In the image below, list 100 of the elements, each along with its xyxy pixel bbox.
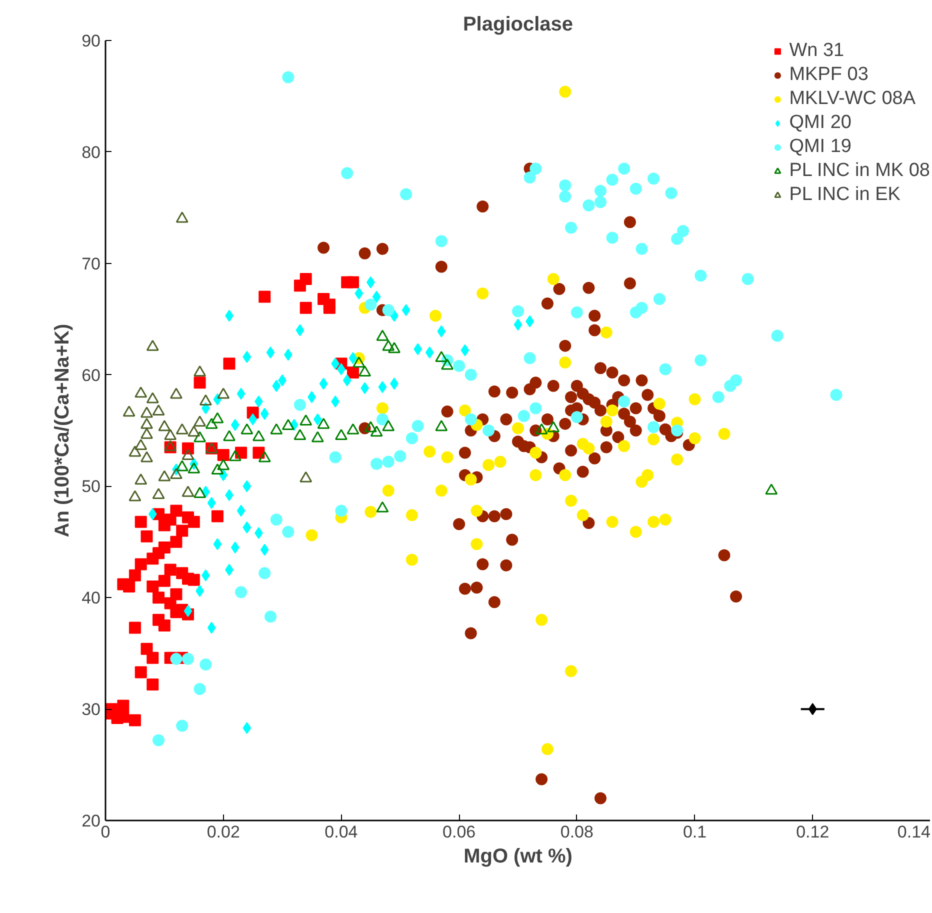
x-tick-label: 0.06 [442, 822, 476, 842]
point [382, 420, 395, 432]
x-tick-label: 0.02 [206, 822, 240, 842]
point [148, 508, 157, 520]
point [158, 470, 171, 482]
point [188, 462, 200, 474]
point [688, 432, 701, 444]
point [437, 325, 446, 338]
point [266, 346, 275, 358]
point [317, 418, 330, 429]
point [152, 488, 165, 500]
point [258, 451, 271, 462]
point [630, 526, 642, 538]
point [134, 386, 148, 398]
legend-label: Wn 31 [789, 40, 844, 62]
point [236, 388, 246, 400]
point [464, 474, 477, 486]
point [364, 421, 377, 432]
x-tick-label: 0.12 [796, 822, 830, 842]
point [252, 430, 265, 442]
point [435, 484, 448, 497]
point [376, 501, 389, 512]
point [176, 212, 188, 223]
point [311, 431, 324, 442]
y-tick-label: 50 [82, 477, 101, 496]
chart-title: Plagioclase [462, 14, 574, 36]
point [140, 418, 153, 429]
point [188, 426, 200, 437]
point [194, 365, 206, 376]
point [530, 469, 542, 482]
point [146, 340, 159, 351]
point [228, 450, 242, 462]
point [372, 290, 381, 303]
point [217, 459, 230, 470]
point [128, 446, 142, 457]
point [242, 521, 252, 534]
point [600, 326, 612, 338]
point [547, 272, 560, 285]
point [565, 665, 578, 678]
point [535, 423, 548, 434]
point [382, 340, 395, 351]
point [230, 418, 240, 431]
point [642, 469, 654, 482]
point [376, 330, 389, 341]
legend-label: PL INC in EK [789, 184, 900, 206]
point [354, 287, 364, 300]
point [205, 418, 218, 429]
point [342, 374, 352, 386]
point [194, 416, 206, 427]
legend-label: MKLV-WC 08A [789, 88, 916, 110]
point [176, 423, 188, 434]
point [282, 418, 294, 430]
point [576, 438, 589, 450]
point [559, 356, 572, 369]
point [140, 451, 153, 462]
point [306, 529, 318, 542]
point [441, 451, 454, 464]
point [406, 554, 418, 566]
point [378, 381, 387, 394]
point [441, 358, 454, 370]
point [134, 474, 148, 485]
point [194, 486, 206, 498]
x-tick-label: 0.1 [682, 822, 707, 842]
point [182, 449, 194, 460]
point [122, 406, 136, 417]
y-tick-label: 60 [82, 366, 101, 385]
point [230, 542, 240, 554]
point [458, 404, 471, 416]
point [242, 350, 252, 363]
point [146, 392, 159, 404]
point [242, 722, 252, 734]
point [494, 456, 506, 468]
point [476, 287, 489, 300]
point [435, 350, 448, 362]
point [406, 509, 418, 522]
point [470, 504, 483, 517]
point [470, 538, 483, 550]
point [199, 394, 212, 406]
point [671, 453, 684, 466]
point [272, 380, 281, 392]
point [648, 433, 660, 446]
legend-label: QMI 19 [789, 136, 852, 158]
point [536, 614, 548, 626]
point [134, 439, 148, 450]
point [606, 404, 618, 416]
point [541, 743, 554, 756]
point [576, 509, 589, 522]
point [600, 416, 612, 428]
point [348, 352, 358, 364]
point [808, 703, 817, 716]
legend-label: MKPF 03 [789, 64, 868, 86]
point [236, 504, 246, 517]
point [182, 486, 194, 497]
y-tick-label: 20 [82, 812, 101, 830]
x-tick-label: 0.14 [897, 822, 931, 842]
point [260, 408, 269, 420]
point [242, 480, 252, 492]
point [512, 422, 524, 434]
point [530, 446, 542, 459]
x-tick-label: 0.08 [560, 822, 594, 842]
